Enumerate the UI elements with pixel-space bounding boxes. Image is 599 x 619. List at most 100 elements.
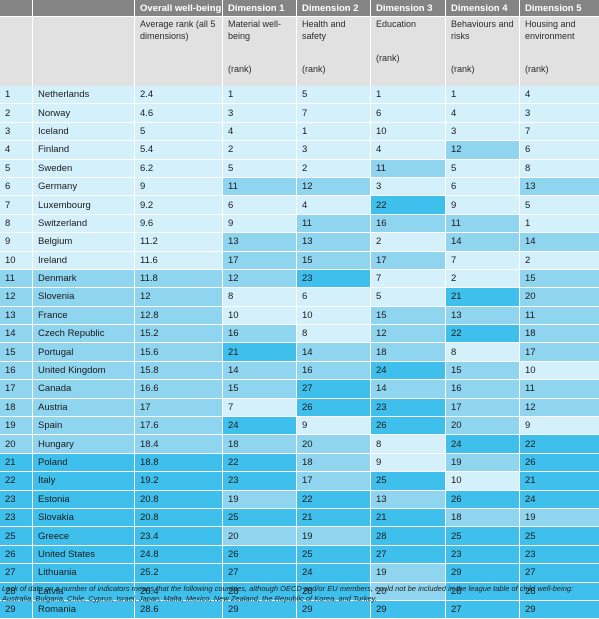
- row-housing-and-environment-rank: 24: [520, 490, 599, 509]
- table-row: 2 Norway 4.6 3 7 6 4 3: [0, 104, 599, 123]
- row-country: France: [33, 306, 135, 326]
- row-material-well-being-rank: 16: [223, 325, 297, 344]
- row-material-well-being-rank: 26: [223, 545, 297, 565]
- row-housing-and-environment-rank: 25: [520, 527, 599, 546]
- row-country: Spain: [33, 417, 135, 436]
- header-row: Overall well-being Dimension 1 Dimension…: [0, 0, 599, 17]
- row-rank: 23: [0, 508, 33, 528]
- table-row: 4 Finland 5.4 2 3 4 12 6: [0, 141, 599, 160]
- row-rank: 12: [0, 288, 33, 307]
- row-material-well-being-rank: 7: [223, 398, 297, 418]
- row-material-well-being-rank: 9: [223, 214, 297, 234]
- row-education-rank: 5: [371, 288, 446, 307]
- row-average-rank: 12: [135, 288, 223, 307]
- row-behaviours-and-risks-rank: 17: [446, 398, 520, 418]
- row-rank: 13: [0, 306, 33, 326]
- row-behaviours-and-risks-rank: 1: [446, 86, 520, 105]
- row-education-rank: 15: [371, 306, 446, 326]
- row-country: Poland: [33, 453, 135, 473]
- table-row: 17 Canada 16.6 15 27 14 16 11: [0, 380, 599, 399]
- row-average-rank: 15.2: [135, 325, 223, 344]
- row-health-and-safety-rank: 4: [297, 196, 371, 215]
- row-education-rank: 25: [371, 472, 446, 491]
- row-education-rank: 13: [371, 490, 446, 509]
- row-country: Switzerland: [33, 214, 135, 234]
- row-housing-and-environment-rank: 8: [520, 159, 599, 178]
- row-average-rank: 15.6: [135, 343, 223, 362]
- row-material-well-being-rank: 22: [223, 453, 297, 473]
- row-average-rank: 11.2: [135, 233, 223, 252]
- row-material-well-being-rank: 12: [223, 269, 297, 289]
- row-material-well-being-rank: 8: [223, 288, 297, 307]
- row-rank: 3: [0, 122, 33, 142]
- row-education-rank: 11: [371, 159, 446, 178]
- row-education-rank: 7: [371, 269, 446, 289]
- row-health-and-safety-rank: 26: [297, 398, 371, 418]
- row-material-well-being-rank: 13: [223, 233, 297, 252]
- row-behaviours-and-risks-rank: 21: [446, 288, 520, 307]
- row-education-rank: 23: [371, 398, 446, 418]
- row-housing-and-environment-rank: 26: [520, 453, 599, 473]
- row-behaviours-and-risks-rank: 9: [446, 196, 520, 215]
- header-dimension-1: Dimension 1: [223, 0, 297, 17]
- row-education-rank: 2: [371, 233, 446, 252]
- row-rank: 26: [0, 545, 33, 565]
- row-housing-and-environment-rank: 14: [520, 233, 599, 252]
- row-education-rank: 18: [371, 343, 446, 362]
- row-health-and-safety-rank: 8: [297, 325, 371, 344]
- table-row: 12 Slovenia 12 8 6 5 21 20: [0, 288, 599, 307]
- row-behaviours-and-risks-rank: 3: [446, 122, 520, 142]
- row-material-well-being-rank: 2: [223, 141, 297, 160]
- row-health-and-safety-rank: 12: [297, 177, 371, 197]
- row-health-and-safety-rank: 19: [297, 527, 371, 546]
- row-housing-and-environment-rank: 5: [520, 196, 599, 215]
- row-material-well-being-rank: 25: [223, 508, 297, 528]
- row-education-rank: 27: [371, 545, 446, 565]
- row-rank: 8: [0, 214, 33, 234]
- row-education-rank: 1: [371, 86, 446, 105]
- row-country: Slovakia: [33, 508, 135, 528]
- row-education-rank: 8: [371, 435, 446, 454]
- row-material-well-being-rank: 3: [223, 104, 297, 123]
- row-behaviours-and-risks-rank: 13: [446, 306, 520, 326]
- row-rank: 6: [0, 177, 33, 197]
- row-health-and-safety-rank: 9: [297, 417, 371, 436]
- row-health-and-safety-rank: 23: [297, 269, 371, 289]
- row-behaviours-and-risks-rank: 4: [446, 104, 520, 123]
- row-material-well-being-rank: 17: [223, 251, 297, 270]
- row-average-rank: 6.2: [135, 159, 223, 178]
- row-rank: 10: [0, 251, 33, 270]
- row-country: Italy: [33, 472, 135, 491]
- row-health-and-safety-rank: 28: [297, 582, 371, 601]
- row-average-rank: 2.4: [135, 86, 223, 105]
- row-education-rank: 22: [371, 196, 446, 215]
- row-average-rank: 20.8: [135, 490, 223, 509]
- row-average-rank: 11.8: [135, 269, 223, 289]
- row-behaviours-and-risks-rank: 26: [446, 490, 520, 509]
- row-average-rank: 11.6: [135, 251, 223, 270]
- row-housing-and-environment-rank: 22: [520, 435, 599, 454]
- row-health-and-safety-rank: 24: [297, 564, 371, 583]
- row-education-rank: 6: [371, 104, 446, 123]
- row-material-well-being-rank: 15: [223, 380, 297, 399]
- row-behaviours-and-risks-rank: 28: [446, 582, 520, 601]
- row-material-well-being-rank: 20: [223, 527, 297, 546]
- row-behaviours-and-risks-rank: 23: [446, 545, 520, 565]
- row-behaviours-and-risks-rank: 12: [446, 141, 520, 160]
- table-row: 16 United Kingdom 15.8 14 16 24 15 10: [0, 361, 599, 381]
- row-material-well-being-rank: 11: [223, 177, 297, 197]
- row-behaviours-and-risks-rank: 25: [446, 527, 520, 546]
- row-country: United Kingdom: [33, 361, 135, 381]
- row-education-rank: 16: [371, 214, 446, 234]
- row-rank: 16: [0, 361, 33, 381]
- header-dimension-4: Dimension 4: [446, 0, 520, 17]
- row-housing-and-environment-rank: 7: [520, 122, 599, 142]
- row-country: Estonia: [33, 490, 135, 509]
- subheader-material-well-being: Material well-being (rank): [223, 17, 297, 86]
- row-material-well-being-rank: 6: [223, 196, 297, 215]
- row-housing-and-environment-rank: 6: [520, 141, 599, 160]
- footnote: Lack of data on a number of indicators m…: [2, 584, 574, 603]
- table-row: 26 United States 24.8 26 25 27 23 23: [0, 545, 599, 565]
- subheader-row: Average rank (all 5 dimensions) Material…: [0, 17, 599, 86]
- row-rank: 22: [0, 472, 33, 491]
